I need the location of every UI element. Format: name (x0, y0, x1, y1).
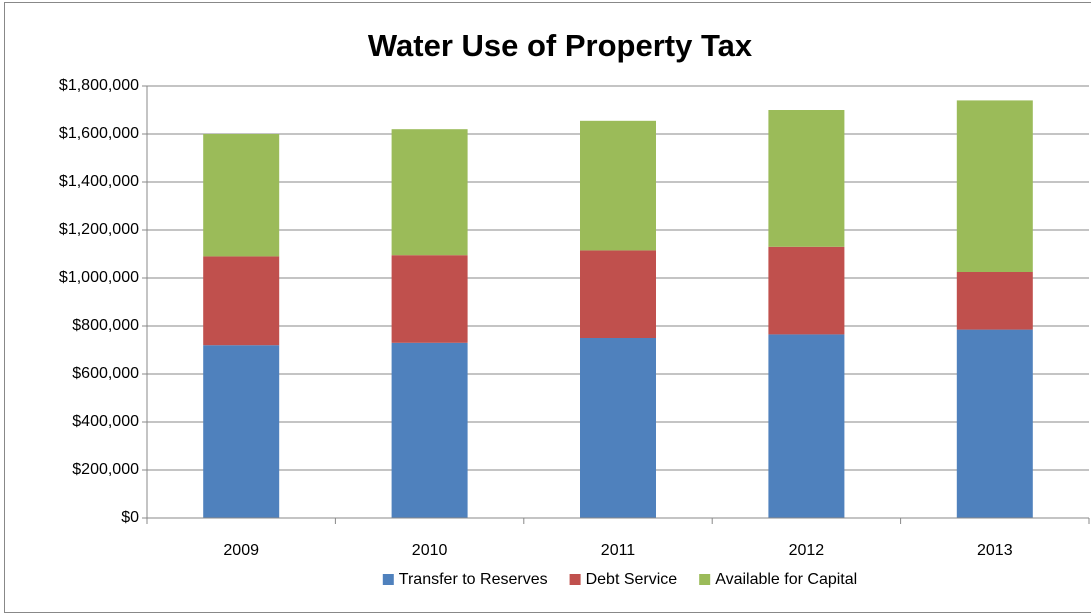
y-tick-label: $0 (121, 509, 139, 526)
bar-segment (203, 256, 280, 346)
x-tick-label: 2013 (977, 542, 1013, 559)
y-tick-label: $1,200,000 (59, 221, 139, 238)
bar-segment (768, 246, 845, 335)
y-tick-label: $600,000 (72, 365, 139, 382)
y-tick-label: $400,000 (72, 413, 139, 430)
legend-swatch (699, 574, 711, 585)
bar-segment (391, 255, 468, 343)
x-tick-label: 2012 (789, 542, 825, 559)
bar-segment (391, 129, 468, 256)
legend-label: Transfer to Reserves (399, 571, 548, 588)
bar-segment (956, 272, 1033, 330)
bar-segment (768, 110, 845, 247)
bar-segment (768, 334, 845, 518)
chart-frame (4, 2, 1091, 613)
bar-segment (580, 338, 656, 518)
y-tick-label: $1,600,000 (59, 125, 139, 142)
chart-title: Water Use of Property Tax (368, 28, 753, 63)
bar-segment (391, 342, 468, 518)
y-tick-label: $1,000,000 (59, 269, 139, 286)
bar-segment (580, 120, 656, 251)
y-tick-label: $200,000 (72, 461, 139, 478)
y-tick-label: $800,000 (72, 317, 139, 334)
x-tick-label: 2009 (223, 542, 259, 559)
x-tick-label: 2011 (601, 542, 636, 559)
bar-segment (203, 345, 280, 518)
bar-segment (956, 100, 1033, 273)
legend-swatch (382, 574, 394, 585)
legend-swatch (569, 574, 581, 585)
x-tick-label: 2010 (412, 542, 448, 559)
bar-segment (580, 250, 656, 338)
y-tick-label: $1,800,000 (59, 77, 139, 94)
y-tick-label: $1,400,000 (59, 173, 139, 190)
legend-label: Available for Capital (715, 571, 857, 588)
bar-segment (203, 134, 280, 257)
bar-segment (956, 329, 1033, 518)
legend-label: Debt Service (586, 571, 678, 588)
